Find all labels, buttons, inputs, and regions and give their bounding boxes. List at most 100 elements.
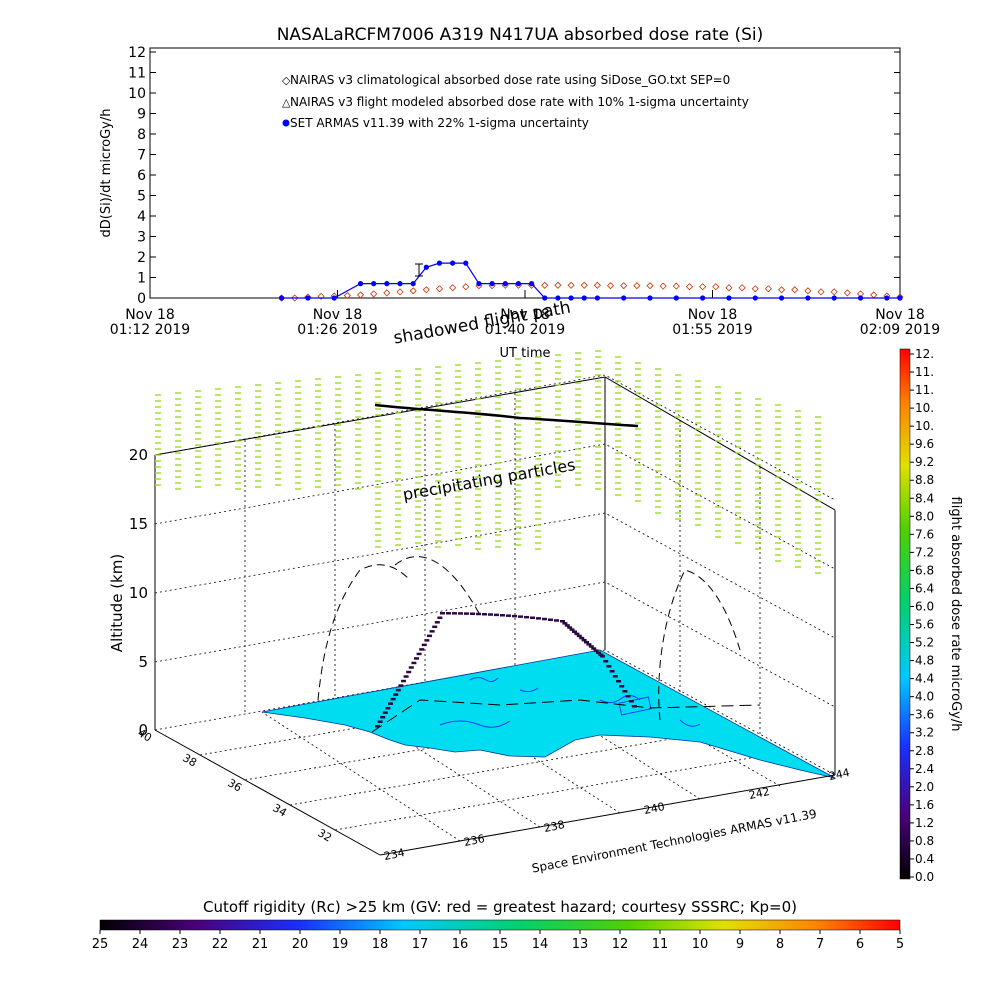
flight-sample xyxy=(560,620,565,623)
flight-sample xyxy=(584,641,589,644)
bottom-tick-label: 18 xyxy=(372,937,389,952)
flight-sample xyxy=(518,615,523,618)
nairas-clim-point xyxy=(541,281,549,289)
nairas-clim-point xyxy=(817,288,825,296)
shadow-curve-mid xyxy=(394,556,481,616)
flight-sample xyxy=(452,612,457,615)
armas-point xyxy=(542,295,548,301)
flight-sample xyxy=(616,680,621,683)
flight-sample xyxy=(576,634,582,638)
altitude-tick-label: 15 xyxy=(129,515,148,533)
flight-sample xyxy=(506,614,511,617)
colorbar-tick-label: 4.8 xyxy=(915,654,934,668)
flight-sample xyxy=(390,697,396,701)
y-tick-label: 5 xyxy=(137,189,146,205)
legend-entry-nairas-flight: NAIRAS v3 flight modeled absorbed dose r… xyxy=(290,95,749,109)
bottom-tick-label: 13 xyxy=(572,937,589,952)
colorbar-tick-label: 9.6 xyxy=(915,437,934,451)
flight-sample xyxy=(375,725,380,728)
x-axis-label-3d: Space Environment Technologies ARMAS v11… xyxy=(531,807,818,876)
armas-point xyxy=(805,295,811,301)
flight-sample xyxy=(588,645,594,648)
colorbar-tick-label: 1.2 xyxy=(915,816,934,830)
lat-tick-label: 40 xyxy=(135,726,154,744)
nairas-clim-point xyxy=(659,282,667,290)
flight-sample xyxy=(377,720,383,723)
armas-point xyxy=(857,295,864,301)
flight-sample xyxy=(564,624,570,627)
flight-sample xyxy=(416,652,422,656)
nairas-clim-point xyxy=(778,286,786,294)
nairas-clim-point xyxy=(620,282,628,290)
colorbar-tick-label: 7.6 xyxy=(915,527,934,541)
flight-sample xyxy=(406,670,412,674)
flight-sample xyxy=(434,621,440,624)
y-tick-label: 11 xyxy=(128,66,146,82)
flight-sample xyxy=(567,626,573,629)
bottom-tick-label: 19 xyxy=(332,937,349,952)
series-layer xyxy=(278,260,904,302)
lat-tick-label: 32 xyxy=(315,826,334,844)
altitude-tick-label: 5 xyxy=(138,653,148,671)
flight-sample xyxy=(427,634,432,638)
ground-track xyxy=(371,699,761,733)
flight-sample xyxy=(432,625,438,629)
colorbar-tick-label: 8.4 xyxy=(915,491,934,505)
nairas-clim-point xyxy=(606,282,615,290)
flight-sample xyxy=(419,648,425,651)
nairas-clim-point xyxy=(633,282,641,290)
nairas-clim-point xyxy=(317,292,325,300)
x-tick-label-time: 01:12 2019 xyxy=(110,322,190,338)
flight-sample xyxy=(562,622,568,625)
bottom-tick-label: 14 xyxy=(532,937,549,952)
colorbar-tick-label: 0.0 xyxy=(915,870,934,884)
legend-symbol-triangle: △ xyxy=(282,96,291,109)
bottom-colorbar-ticks: 25 24 23 22 21 20 19 18 17 16 15 14 13 12 11 10 9 8 7 6 5 xyxy=(92,930,904,952)
colorbar-tick-label: 6.4 xyxy=(915,581,934,595)
floor-grid-line xyxy=(289,726,741,806)
flight-sample xyxy=(393,693,399,696)
colorbar-tick-label: 3.2 xyxy=(915,726,934,740)
x-tick-label-date: Nov 18 xyxy=(313,307,363,323)
precipitating-dots xyxy=(155,350,821,574)
flight-sample xyxy=(421,643,427,647)
y-axis-label: dD(Si)/dt microGy/h xyxy=(99,109,114,238)
top-chart: NASALaRCFM7006 A319 N417UA absorbed dose… xyxy=(99,25,940,361)
lat-tick-label: 38 xyxy=(180,751,199,769)
armas-point xyxy=(436,260,443,266)
flight-sample xyxy=(482,612,487,616)
flight-sample xyxy=(411,661,417,665)
y-tick-label: 3 xyxy=(137,230,146,246)
armas-point xyxy=(897,295,903,301)
altitude-grid-line xyxy=(154,443,836,570)
colorbar-tick-label: 6.8 xyxy=(915,563,934,577)
colorbar-tick-label: 6.0 xyxy=(915,599,934,613)
flight-sample xyxy=(488,613,493,616)
bottom-tick-label: 5 xyxy=(896,937,904,952)
flight-sample xyxy=(609,670,615,673)
y-tick-label: 1 xyxy=(137,271,146,287)
flight-sample xyxy=(401,679,406,683)
armas-point xyxy=(568,295,574,301)
legend-symbol-diamond: ◇ xyxy=(282,74,291,87)
flight-sample xyxy=(606,665,612,668)
y-tick-label: 4 xyxy=(137,209,146,225)
flight-sample xyxy=(382,711,388,714)
flight-sample xyxy=(603,660,609,663)
flight-sample xyxy=(622,690,628,693)
flight-sample xyxy=(494,613,499,617)
flight-sample xyxy=(414,657,419,660)
grid-lines: 0 5 10 15 20 xyxy=(129,374,836,842)
y-tick-label: 6 xyxy=(137,168,146,184)
bottom-tick-label: 16 xyxy=(452,937,469,952)
colorbar-tick-label: 11. xyxy=(915,383,934,397)
colorbar-tick-label: 1.6 xyxy=(915,798,934,812)
armas-point xyxy=(515,281,522,287)
flight-sample xyxy=(524,615,529,619)
lon-tick-label: 238 xyxy=(543,818,566,835)
armas-point xyxy=(726,295,732,301)
nairas-clim-point xyxy=(738,284,746,292)
